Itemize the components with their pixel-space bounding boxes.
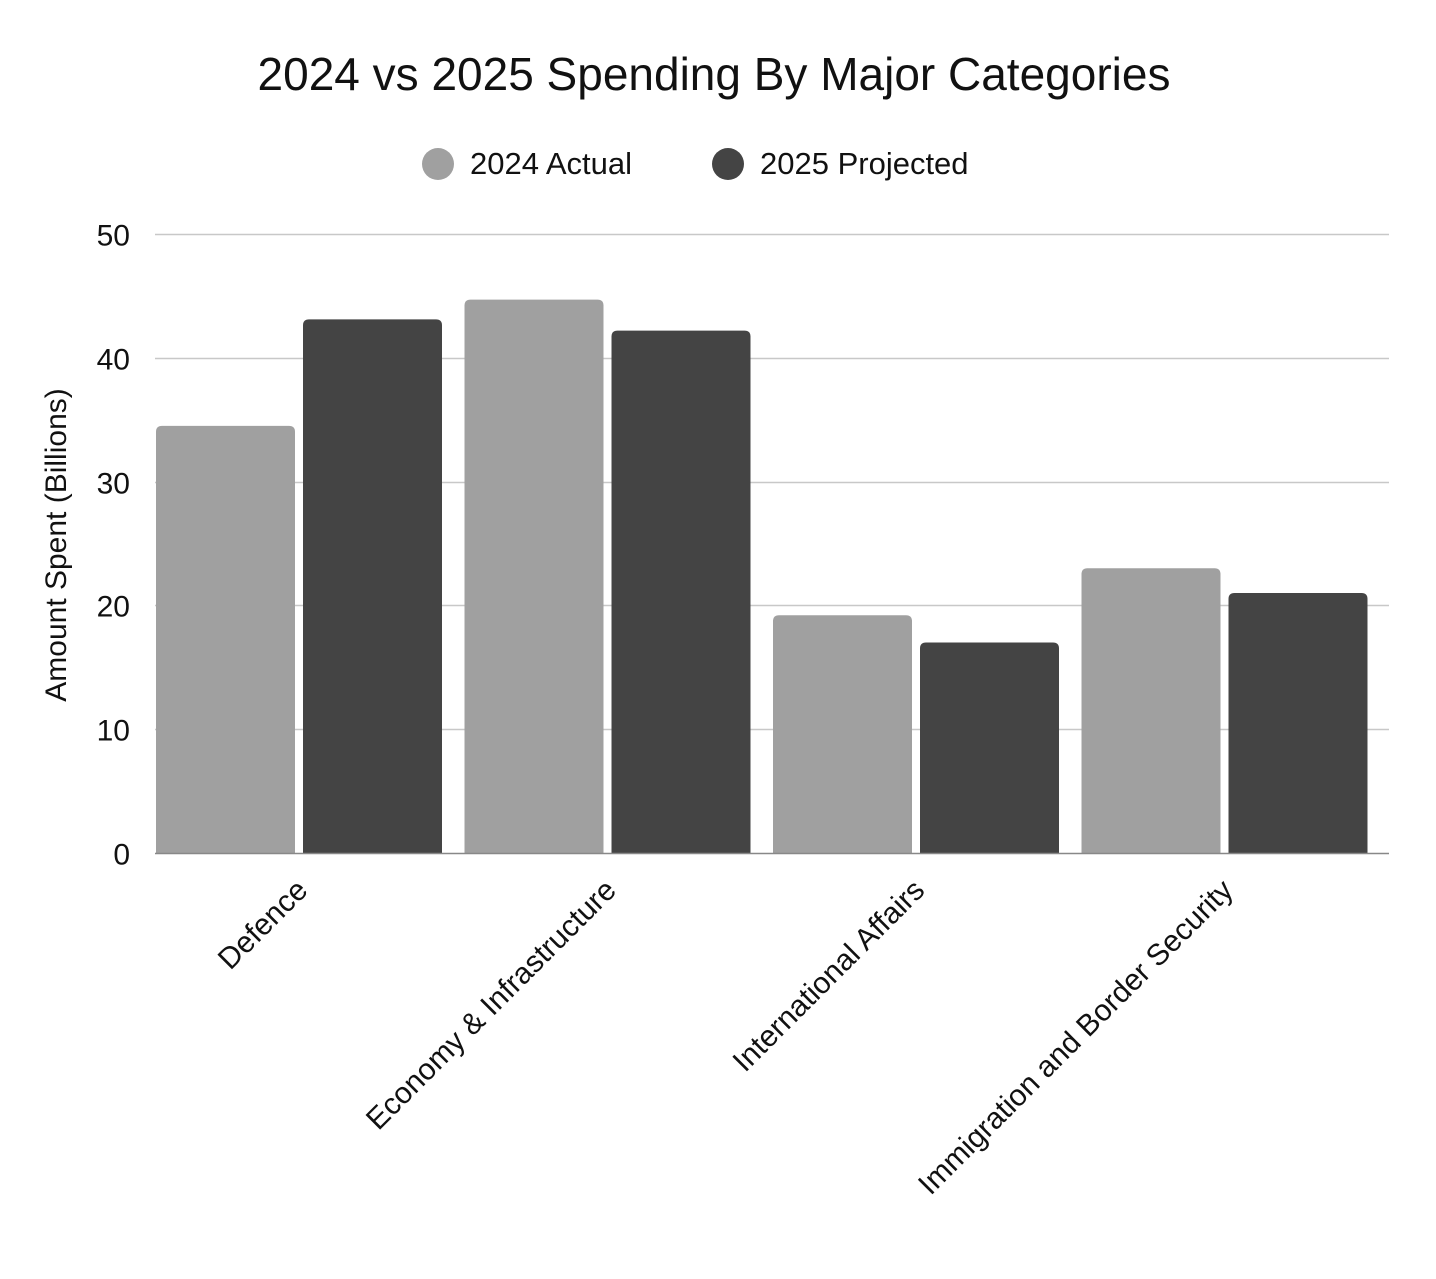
bar-defence-2024-actual — [156, 425, 295, 853]
bar-immigration-and-border-security-2024-actual — [1081, 568, 1221, 853]
x-tick-label-immigration-and-border-security: Immigration and Border Security — [912, 874, 1240, 1202]
y-tick-labels: 0 10 20 30 40 50 — [97, 220, 130, 872]
legend: 2024 Actual 2025 Projected — [422, 146, 969, 181]
bar-immigration-and-border-security-2025-projected — [1228, 593, 1368, 853]
x-tick-labels: Defence Economy & Infrastructure Internati… — [212, 874, 1240, 1202]
bar-economy-infrastructure-2025-projected — [611, 330, 751, 854]
bar-economy-infrastructure-2024-actual — [464, 299, 604, 853]
legend-label-2025-projected: 2025 Projected — [760, 146, 969, 181]
y-tick-label-10: 10 — [97, 715, 130, 748]
legend-label-2024-actual: 2024 Actual — [470, 146, 632, 181]
y-tick-label-50: 50 — [97, 220, 130, 253]
y-tick-label-40: 40 — [97, 344, 130, 377]
x-tick-label-international-affairs: International Affairs — [727, 874, 932, 1079]
y-axis-label: Amount Spent (Billions) — [40, 388, 73, 701]
y-tick-label-30: 30 — [97, 468, 130, 501]
bars — [156, 299, 1368, 854]
bar-international-affairs-2025-projected — [920, 642, 1059, 853]
legend-swatch-2024-actual — [422, 148, 454, 180]
chart-title: 2024 vs 2025 Spending By Major Categorie… — [258, 48, 1171, 100]
legend-swatch-2025-projected — [712, 148, 744, 180]
y-tick-label-20: 20 — [97, 591, 130, 624]
x-tick-label-defence: Defence — [212, 874, 314, 976]
y-tick-label-0: 0 — [113, 839, 130, 872]
bar-international-affairs-2024-actual — [773, 615, 912, 853]
bar-defence-2025-projected — [303, 319, 442, 853]
x-tick-label-economy-infrastructure: Economy & Infrastructure — [360, 874, 623, 1137]
